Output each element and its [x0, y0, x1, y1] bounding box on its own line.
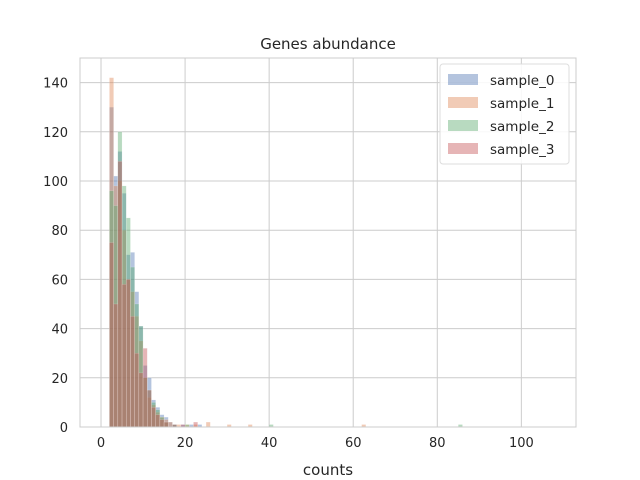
histogram-bar [151, 407, 156, 428]
legend-swatch [448, 143, 478, 154]
legend-label: sample_0 [490, 73, 554, 89]
histogram-bar [109, 242, 114, 428]
x-tick-label: 80 [429, 436, 446, 451]
y-tick-label: 140 [43, 77, 68, 92]
histogram-bar [205, 421, 211, 428]
histogram-bar [142, 348, 148, 428]
histogram-bar [121, 284, 127, 428]
histogram-bars [109, 77, 463, 428]
y-tick-label: 80 [51, 224, 68, 239]
series-sample_2 [109, 131, 463, 428]
x-axis-title: counts [303, 461, 353, 479]
histogram-bar [193, 421, 198, 428]
legend-label: sample_3 [490, 142, 554, 158]
histogram-bar [126, 279, 131, 428]
histogram-bar [163, 421, 169, 428]
x-tick-label: 100 [509, 436, 534, 451]
histogram-bar [113, 303, 119, 428]
x-tick-label: 60 [345, 436, 362, 451]
y-tick-label: 60 [51, 273, 68, 288]
legend-swatch [448, 120, 478, 131]
histogram-bar [155, 414, 161, 428]
histogram-bar [168, 421, 173, 428]
y-tick-label: 120 [43, 126, 68, 141]
legend-swatch [448, 74, 478, 85]
histogram-bar [130, 316, 135, 428]
histogram-bar [117, 161, 123, 428]
legend-box [439, 63, 570, 165]
y-axis-ticks: 0 20 40 60 80 100 120 140 [43, 77, 68, 436]
legend-label: sample_2 [490, 119, 554, 135]
x-tick-label: 0 [97, 436, 105, 451]
plot-area-frame [79, 57, 577, 428]
chart-title: Genes abundance [260, 35, 396, 53]
x-tick-label: 20 [177, 436, 194, 451]
legend: sample_0 sample_1 sample_2 sample_3 [439, 63, 570, 165]
series-sample_0 [109, 106, 203, 428]
legend-label: sample_1 [490, 96, 554, 112]
series-sample_3 [109, 161, 198, 428]
y-tick-label: 40 [51, 323, 68, 338]
x-axis-ticks: 0 20 40 60 80 100 [97, 436, 534, 451]
series-sample_1 [109, 77, 367, 428]
histogram-bar [159, 419, 165, 428]
histogram-bar [134, 353, 140, 428]
y-tick-label: 20 [51, 372, 68, 387]
histogram-bar [147, 389, 152, 428]
legend-swatch [448, 97, 478, 108]
histogram-bar [138, 372, 144, 428]
x-tick-label: 40 [261, 436, 278, 451]
y-tick-label: 100 [43, 175, 68, 190]
y-tick-label: 0 [60, 421, 68, 436]
